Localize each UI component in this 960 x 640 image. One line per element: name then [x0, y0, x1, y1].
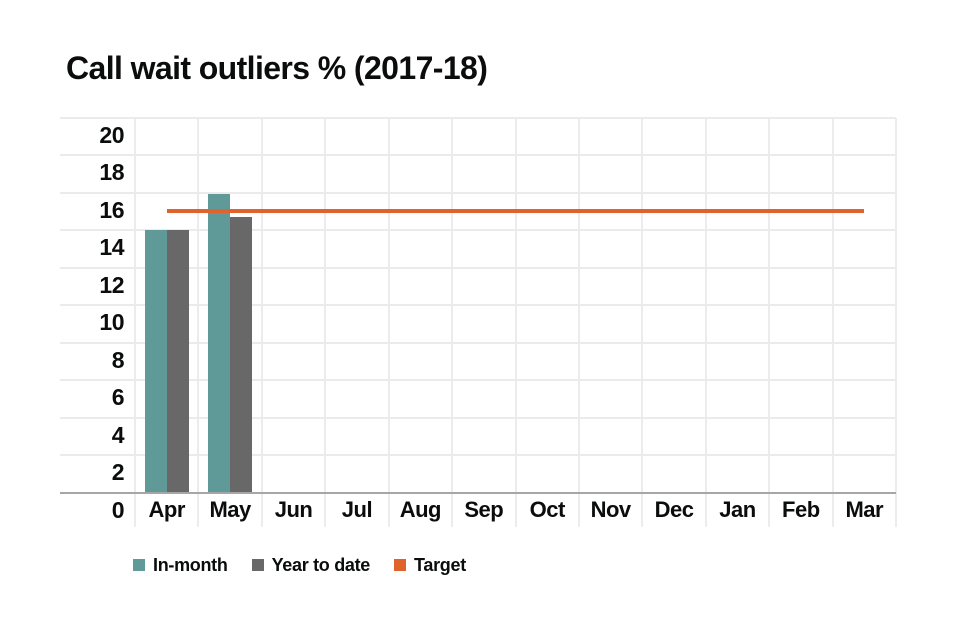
x-tick-label: Sep — [464, 497, 504, 522]
y-tick-label: 0 — [111, 496, 125, 523]
x-tick-label: Aug — [399, 497, 442, 522]
y-gridline — [60, 454, 896, 456]
x-gridline — [895, 117, 897, 527]
y-gridline — [60, 154, 896, 156]
y-gridline — [60, 266, 896, 269]
y-tick-label: 8 — [111, 346, 125, 373]
y-tick-label: 4 — [111, 421, 125, 448]
y-tick-label: 6 — [111, 384, 125, 410]
x-gridline — [641, 117, 644, 527]
x-tick-label: Jul — [341, 497, 373, 522]
y-gridline — [60, 116, 896, 119]
bar-in-month — [208, 194, 231, 493]
legend-label-in-month: In-month — [153, 555, 228, 575]
x-gridline — [577, 117, 580, 527]
y-tick-label: 18 — [99, 159, 124, 185]
x-tick-label: Nov — [590, 497, 632, 522]
y-gridline — [60, 416, 896, 419]
legend-label-target: Target — [414, 555, 466, 575]
bar-in-month — [144, 230, 167, 493]
y-gridline — [60, 304, 896, 306]
y-tick-label: 16 — [99, 196, 124, 223]
x-gridline — [514, 117, 517, 527]
legend-item-target: Target — [394, 556, 466, 574]
x-tick-label: Dec — [654, 497, 694, 522]
x-gridline — [387, 117, 390, 527]
y-gridline — [60, 229, 896, 231]
legend-label-year-to-date: Year to date — [271, 555, 371, 575]
x-gridline — [704, 117, 707, 527]
y-gridline — [60, 341, 896, 344]
bar-year-to-date — [166, 230, 189, 493]
x-gridline — [134, 117, 136, 527]
x-tick-label: Mar — [845, 497, 884, 522]
x-gridline — [831, 117, 834, 527]
y-tick-label: 10 — [99, 309, 124, 335]
y-gridline — [60, 191, 896, 194]
legend-swatch-target-icon — [394, 559, 407, 571]
x-tick-label: May — [209, 497, 251, 522]
x-tick-label: Oct — [529, 497, 566, 522]
y-tick-label: 2 — [111, 459, 125, 485]
x-tick-label: Jan — [719, 497, 756, 522]
chart-legend: In-month Year to date Target — [133, 556, 466, 574]
x-gridline — [451, 117, 454, 527]
target-line — [166, 209, 865, 214]
legend-swatch-year-to-date-icon — [251, 559, 264, 571]
x-tick-label: Feb — [782, 497, 820, 522]
chart-title: Call wait outliers % (2017-18) — [66, 50, 488, 86]
x-gridline — [324, 117, 327, 527]
y-gridline — [60, 379, 896, 381]
legend-swatch-in-month-icon — [133, 559, 145, 571]
y-tick-label: 14 — [99, 234, 124, 260]
x-tick-label: Apr — [148, 497, 186, 522]
legend-item-in-month: In-month — [133, 556, 228, 574]
x-gridline — [197, 117, 200, 527]
x-tick-label: Jun — [274, 497, 313, 522]
bar-year-to-date — [230, 216, 253, 493]
x-gridline — [260, 117, 263, 527]
y-tick-label: 12 — [99, 271, 124, 298]
legend-item-year-to-date: Year to date — [251, 555, 371, 575]
y-tick-label: 20 — [99, 121, 124, 148]
x-axis-line — [60, 491, 896, 494]
x-gridline — [768, 117, 771, 527]
